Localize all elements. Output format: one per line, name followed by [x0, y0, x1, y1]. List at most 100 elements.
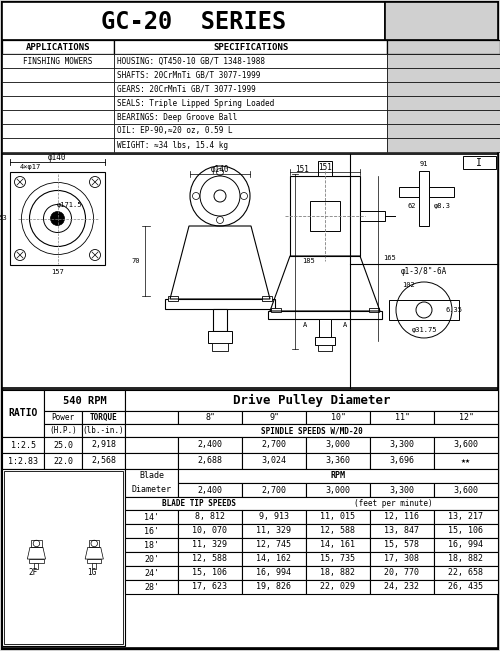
Bar — [212, 343, 228, 351]
Text: φ140: φ140 — [211, 165, 229, 174]
Bar — [125, 524, 178, 538]
Text: 12, 588: 12, 588 — [192, 555, 228, 564]
Bar — [125, 411, 178, 424]
Text: 62: 62 — [408, 203, 416, 209]
Bar — [2, 390, 44, 437]
Bar — [2, 54, 114, 68]
Bar — [10, 172, 105, 265]
Bar — [387, 96, 500, 110]
Bar — [125, 469, 178, 497]
Bar — [387, 68, 500, 82]
Bar — [385, 2, 498, 40]
Bar — [262, 296, 272, 301]
Bar — [387, 54, 500, 68]
Text: 185: 185 — [302, 258, 315, 264]
Text: GC-20  SERIES: GC-20 SERIES — [101, 10, 286, 34]
Bar — [306, 483, 370, 497]
Bar — [2, 437, 44, 453]
Bar — [434, 538, 498, 552]
Text: 13, 847: 13, 847 — [384, 527, 420, 536]
Bar — [434, 411, 498, 424]
Bar — [114, 124, 387, 138]
Bar — [434, 453, 498, 469]
Text: 3,300: 3,300 — [390, 486, 414, 495]
Bar — [213, 309, 227, 331]
Text: 3,600: 3,600 — [454, 441, 478, 449]
Bar — [306, 510, 370, 524]
Bar — [242, 524, 306, 538]
Bar — [370, 566, 434, 580]
Text: 3,360: 3,360 — [326, 456, 350, 465]
Bar — [44, 390, 125, 411]
Text: 153: 153 — [0, 215, 8, 221]
Text: 15, 106: 15, 106 — [448, 527, 484, 536]
Bar — [306, 538, 370, 552]
Bar — [434, 483, 498, 497]
Text: φ171.5: φ171.5 — [57, 202, 82, 208]
Text: 1G: 1G — [86, 568, 96, 577]
Text: 15, 106: 15, 106 — [192, 568, 228, 577]
Text: BLADE TIP SPEEDS: BLADE TIP SPEEDS — [162, 499, 236, 508]
Text: 6.35: 6.35 — [446, 307, 462, 313]
Text: 2,700: 2,700 — [262, 486, 286, 495]
Bar — [387, 40, 500, 54]
Text: HOUSING: QT450-10 GB/T 1348-1988: HOUSING: QT450-10 GB/T 1348-1988 — [117, 57, 265, 66]
Text: 19, 826: 19, 826 — [256, 583, 292, 592]
Bar — [268, 311, 382, 319]
Bar — [165, 299, 275, 309]
Bar — [87, 559, 102, 563]
Text: 2,400: 2,400 — [198, 441, 222, 449]
Bar — [310, 201, 340, 231]
Text: 14': 14' — [144, 512, 159, 521]
Bar — [208, 331, 232, 343]
Text: 22, 658: 22, 658 — [448, 568, 484, 577]
Bar — [44, 453, 82, 469]
Text: 22.0: 22.0 — [53, 456, 73, 465]
Text: φ140: φ140 — [48, 152, 67, 161]
Bar — [178, 566, 242, 580]
Bar — [2, 40, 114, 54]
Bar — [315, 337, 335, 345]
Text: (lb.-in.): (lb.-in.) — [82, 426, 124, 435]
Bar — [306, 411, 370, 424]
Bar — [242, 580, 306, 594]
Bar — [370, 483, 434, 497]
Text: TORQUE: TORQUE — [90, 413, 118, 422]
Text: 16, 994: 16, 994 — [256, 568, 292, 577]
Text: 8": 8" — [205, 413, 215, 422]
Text: 18, 882: 18, 882 — [320, 568, 356, 577]
Bar — [114, 110, 387, 124]
Text: GEARS: 20CrMnTi GB/T 3077-1999: GEARS: 20CrMnTi GB/T 3077-1999 — [117, 85, 256, 94]
Text: 20': 20' — [144, 555, 159, 564]
Bar — [178, 552, 242, 566]
Bar — [306, 566, 370, 580]
Bar — [2, 154, 498, 388]
Text: RPM: RPM — [330, 471, 345, 480]
Bar — [82, 424, 125, 437]
Text: RATIO: RATIO — [8, 408, 38, 419]
Text: 1:2.5: 1:2.5 — [10, 441, 35, 449]
Bar — [44, 424, 82, 437]
Bar — [434, 580, 498, 594]
Bar — [2, 2, 385, 40]
Text: BEARINGS: Deep Groove Ball: BEARINGS: Deep Groove Ball — [117, 113, 238, 122]
Text: 9, 913: 9, 913 — [259, 512, 289, 521]
Bar — [389, 300, 459, 320]
Text: 4×φ17: 4×φ17 — [20, 164, 40, 170]
Bar — [4, 471, 123, 644]
Bar — [387, 124, 500, 138]
Text: 3,000: 3,000 — [326, 441, 350, 449]
Text: 11": 11" — [394, 413, 409, 422]
Text: 91: 91 — [420, 161, 428, 167]
Bar — [2, 469, 125, 646]
Bar — [399, 187, 419, 197]
Bar — [2, 124, 114, 138]
Bar — [242, 453, 306, 469]
Bar — [242, 538, 306, 552]
Text: 3,696: 3,696 — [390, 456, 414, 465]
Bar — [306, 453, 370, 469]
Bar — [290, 176, 360, 256]
Text: WEIGHT: ≈34 lbs, 15.4 kg: WEIGHT: ≈34 lbs, 15.4 kg — [117, 141, 228, 150]
Bar — [360, 211, 385, 221]
Bar — [44, 437, 82, 453]
